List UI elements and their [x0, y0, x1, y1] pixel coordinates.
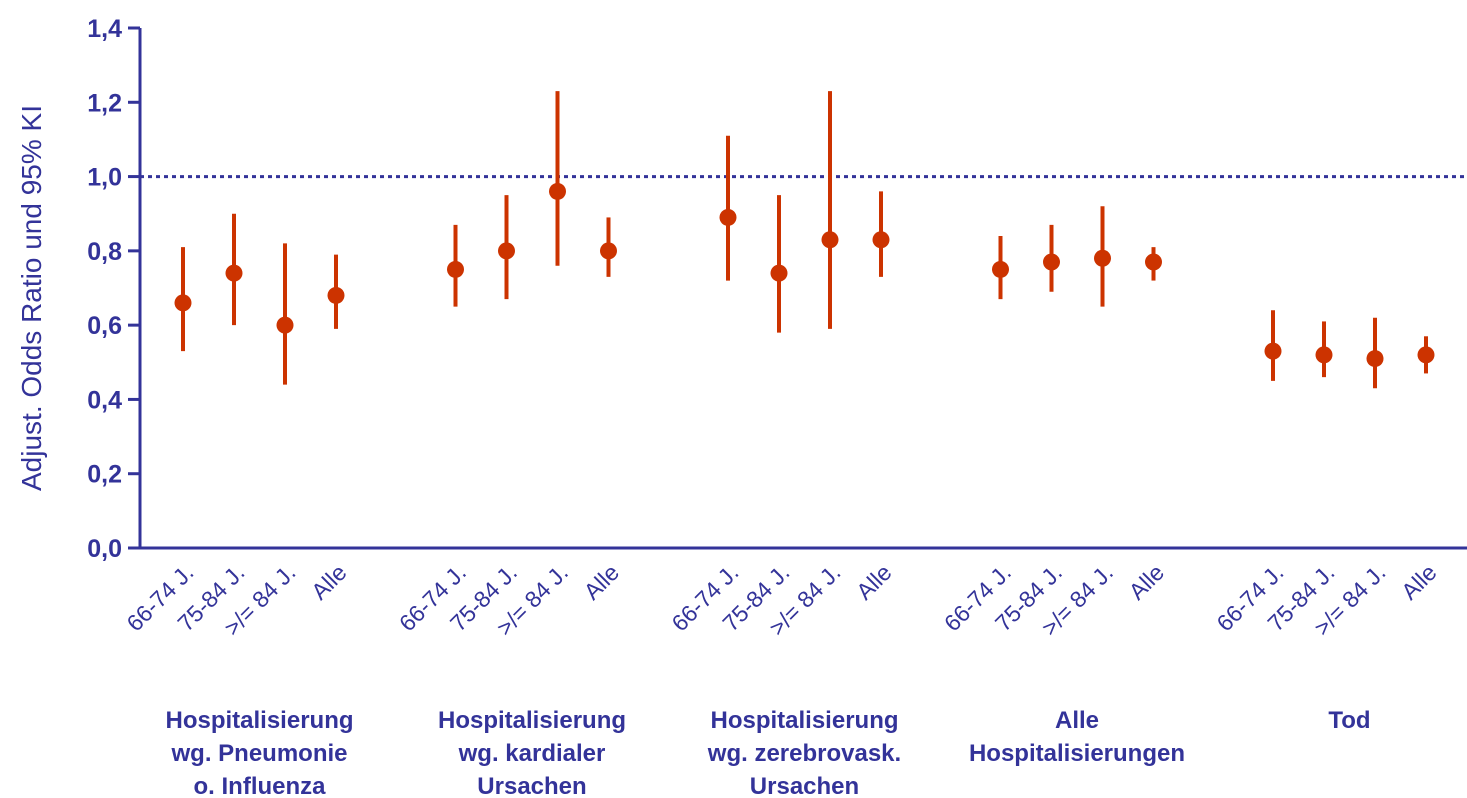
or-point	[821, 231, 839, 249]
y-tick-label: 0,8	[87, 238, 122, 266]
data-marks	[174, 91, 1435, 389]
y-tick-label: 1,0	[87, 164, 122, 192]
or-point	[225, 264, 243, 282]
group-label-line: Hospitalisierung	[438, 707, 626, 734]
or-point	[549, 182, 566, 200]
y-tick-label: 0,2	[87, 461, 122, 489]
category-label: Alle	[851, 559, 897, 605]
category-label: Alle	[306, 559, 352, 605]
or-point	[1043, 253, 1060, 271]
or-point	[498, 242, 515, 260]
category-label: Alle	[1124, 559, 1170, 605]
category-label: Alle	[579, 559, 625, 605]
group-label-line: Hospitalisierungen	[969, 740, 1185, 767]
y-tick-label: 1,4	[87, 15, 122, 43]
group-label-line: o. Influenza	[194, 773, 327, 798]
group-label-line: Ursachen	[477, 773, 586, 798]
or-point	[447, 260, 464, 278]
group-label-line: Hospitalisierung	[165, 707, 353, 734]
group-label-line: Alle	[1055, 707, 1099, 734]
y-tick-label: 1,2	[87, 89, 122, 117]
group-label-line: Hospitalisierung	[710, 707, 898, 734]
y-tick-label: 0,4	[87, 386, 122, 414]
group-label-line: wg. Pneumonie	[170, 740, 347, 767]
category-label: Alle	[1396, 559, 1442, 605]
y-tick-label: 0,0	[87, 535, 122, 563]
or-point	[770, 264, 788, 282]
or-point	[1094, 249, 1111, 267]
group-label-line: wg. kardialer	[458, 740, 606, 767]
y-tick-label: 0,6	[87, 312, 122, 340]
or-point	[992, 260, 1009, 278]
group-label-line: Ursachen	[750, 773, 859, 798]
or-point	[276, 316, 294, 334]
or-point	[327, 286, 345, 304]
y-axis-title: Adjust. Odds Ratio und 95% KI	[16, 105, 47, 491]
y-axis: 0,0 0,2 0,4 0,6 0,8 1,0 1,2 1,4	[87, 15, 142, 563]
group-label-line: Tod	[1328, 707, 1370, 734]
or-point	[1145, 253, 1162, 271]
or-point	[1315, 346, 1333, 364]
or-point	[1264, 342, 1282, 360]
or-point	[872, 231, 890, 249]
or-point	[1366, 350, 1384, 368]
or-point	[600, 242, 617, 260]
group-label-line: wg. zerebrovask.	[707, 740, 901, 767]
or-point	[719, 208, 737, 226]
or-point	[174, 294, 192, 312]
or-point	[1417, 346, 1435, 364]
group-labels: Hospitalisierung wg. Pneumonie o. Influenz…	[165, 707, 1370, 798]
category-labels: 66-74 J.75-84 J.>/= 84 J. Alle 66-74 J.75-…	[121, 559, 1441, 641]
